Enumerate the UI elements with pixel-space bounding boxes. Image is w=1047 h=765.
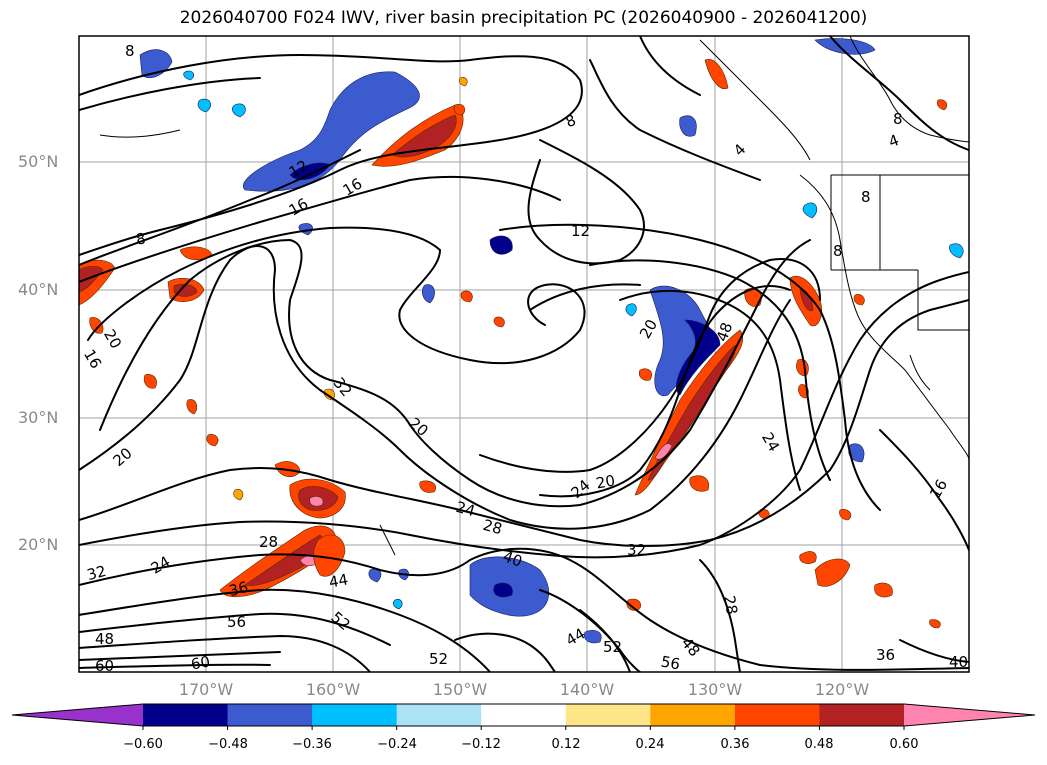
contour-label: 32 [627,541,647,559]
lat-label-40n: 40°N [18,280,59,299]
contour-label: 52 [429,650,449,668]
colorbar-tick: 0.36 [720,737,750,752]
precip-patches-positive [79,59,948,629]
contour-label: 44 [327,570,350,592]
lat-label-50n: 50°N [18,152,59,171]
colorbar-tick: −0.48 [208,737,248,752]
lon-label-160w: 160°W [305,680,361,699]
contour-label: 60 [95,657,115,675]
lon-label-170w: 170°W [178,680,234,699]
colorbar-tick: −0.60 [123,737,163,752]
lat-label-30n: 30°N [18,408,59,427]
colorbar-segment [481,704,567,726]
map-content [79,36,969,672]
colorbar-tick: −0.12 [461,737,501,752]
precip-patches-negative [139,38,964,644]
contour-label: 52 [603,638,623,656]
contour-label: 48 [95,630,115,648]
contour-label: 28 [480,515,505,539]
gridlines [79,36,969,672]
map-frame [78,35,970,673]
colorbar-segment [565,704,651,726]
contour-label: 20 [594,471,617,493]
coastline [99,36,969,556]
colorbar-segment [734,704,820,726]
colorbar-segment [650,704,736,726]
lon-label-120w: 120°W [814,680,870,699]
colorbar-tick: 0.60 [889,737,919,752]
contour-label: 8 [125,42,135,60]
iwv-contours [79,36,969,672]
colorbar-segment [227,704,313,726]
lat-label-20n: 20°N [18,535,59,554]
contour-label: 32 [84,561,109,585]
contour-label: 12 [571,222,591,240]
colorbar-extend-max [904,704,1035,726]
contour-label: 56 [227,613,247,631]
colorbar-extend-min [12,704,143,726]
colorbar-segment [396,704,482,726]
contour-label: 28 [720,594,742,616]
colorbar-tick: −0.24 [377,737,417,752]
contour-label: 56 [659,652,682,674]
colorbar-segment [143,704,229,726]
contour-label: 8 [893,110,903,128]
contour-label: 36 [226,577,251,601]
colorbar-segment [312,704,398,726]
colorbar-tick: 0.12 [551,737,581,752]
map-title: 2026040700 F024 IWV, river basin precipi… [179,8,868,28]
colorbar-tick: 0.24 [635,737,665,752]
lon-label-140w: 140°W [559,680,615,699]
lon-label-130w: 130°W [687,680,743,699]
contour-label: 8 [861,188,871,206]
contour-label: 24 [453,497,478,521]
contour-label: 36 [876,646,896,664]
colorbar-segment [819,704,905,726]
contour-label: 28 [259,533,279,551]
colorbar-tick: 0.48 [804,737,834,752]
contour-label: 60 [189,652,212,674]
contour-label: 40 [949,653,969,671]
lon-label-150w: 150°W [432,680,488,699]
colorbar [11,703,1036,730]
colorbar-tick: −0.36 [292,737,332,752]
contour-label: 8 [833,242,843,260]
